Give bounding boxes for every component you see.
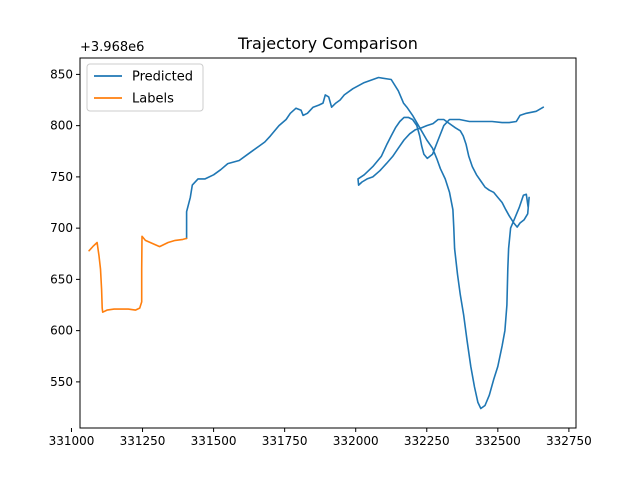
y-tick-label: 700 — [50, 221, 73, 235]
legend-label-labels: Labels — [132, 92, 174, 107]
y-axis-offset-label: +3.968e6 — [80, 40, 144, 55]
x-tick-label: 331500 — [191, 434, 237, 448]
y-tick-label: 650 — [50, 272, 73, 286]
y-axis: 550 600 650 700 750 800 850 — [50, 67, 80, 389]
x-axis: 331000 331250 331500 331750 332000 332250 3325… — [49, 428, 592, 448]
x-tick-label: 331000 — [49, 434, 95, 448]
y-tick-label: 800 — [50, 119, 73, 133]
x-tick-label: 331250 — [120, 434, 166, 448]
y-tick-label: 600 — [50, 324, 73, 338]
x-tick-label: 332500 — [475, 434, 521, 448]
axes-frame — [79, 57, 577, 429]
legend: Predicted Labels — [86, 63, 204, 112]
x-tick-label: 332750 — [546, 434, 592, 448]
plot-area — [79, 57, 577, 429]
series-line-labels — [88, 235, 188, 313]
y-tick-label: 850 — [50, 67, 73, 81]
series-layer — [88, 76, 545, 410]
x-tick-label: 332000 — [333, 434, 379, 448]
legend-label-predicted: Predicted — [132, 70, 193, 85]
series-line-predicted — [185, 76, 545, 410]
x-tick-label: 332250 — [404, 434, 450, 448]
y-tick-label: 750 — [50, 170, 73, 184]
chart-title: Trajectory Comparison — [237, 34, 418, 53]
x-tick-label: 331750 — [262, 434, 308, 448]
y-tick-label: 550 — [50, 375, 73, 389]
